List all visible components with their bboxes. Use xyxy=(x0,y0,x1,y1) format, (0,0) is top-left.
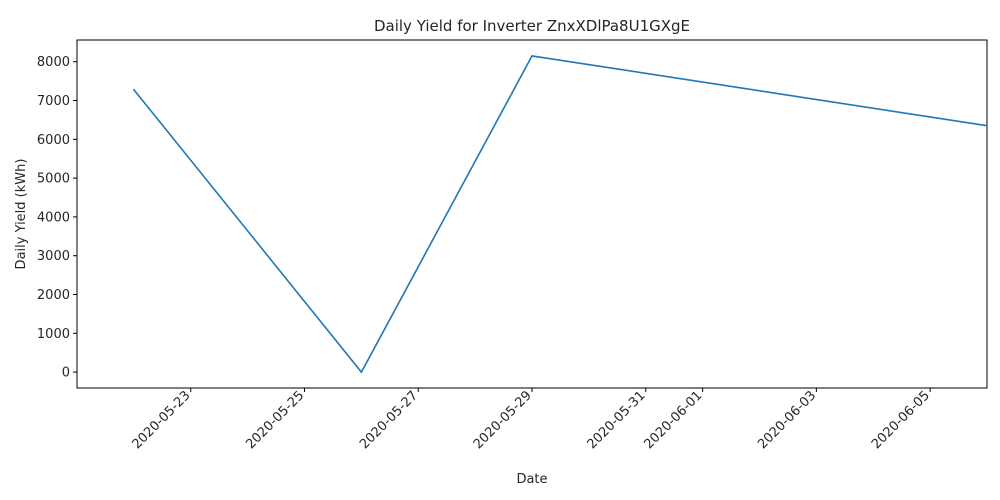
x-axis-label: Date xyxy=(516,472,547,487)
y-tick-label: 1000 xyxy=(37,327,70,342)
x-tick-label: 2020-06-03 xyxy=(755,388,819,452)
y-tick-label: 6000 xyxy=(37,133,70,148)
x-tick-label: 2020-05-23 xyxy=(130,388,194,452)
y-tick-label: 5000 xyxy=(37,172,70,187)
x-tick-label: 2020-05-25 xyxy=(243,388,307,452)
y-tick-label: 4000 xyxy=(37,210,70,225)
series-layer xyxy=(133,55,988,373)
data-point xyxy=(133,88,135,91)
x-axis: 2020-05-23 2020-05-25 2020-05-27 2020-05-29… xyxy=(130,388,933,452)
y-tick-label: 2000 xyxy=(37,288,70,303)
plot-area xyxy=(76,39,988,389)
x-tick-label: 2020-06-05 xyxy=(869,388,933,452)
y-axis: 0 1000 2000 3000 4000 5000 6000 7000 8000 xyxy=(37,55,77,381)
chart-title: Daily Yield for Inverter ZnxXDlPa8U1GXgE xyxy=(374,17,690,35)
y-tick-label: 0 xyxy=(62,366,70,381)
x-tick-label: 2020-05-31 xyxy=(585,388,649,452)
data-point xyxy=(986,124,988,127)
x-tick-label: 2020-05-27 xyxy=(357,388,421,452)
series-line xyxy=(133,55,988,373)
data-point xyxy=(531,55,533,57)
x-tick-label: 2020-06-01 xyxy=(641,388,705,452)
y-axis-label: Daily Yield (kWh) xyxy=(14,159,29,270)
y-tick-label: 7000 xyxy=(37,94,70,109)
y-tick-label: 8000 xyxy=(37,55,70,70)
x-tick-label: 2020-05-29 xyxy=(471,388,535,452)
data-point xyxy=(360,371,363,373)
y-tick-label: 3000 xyxy=(37,249,70,264)
